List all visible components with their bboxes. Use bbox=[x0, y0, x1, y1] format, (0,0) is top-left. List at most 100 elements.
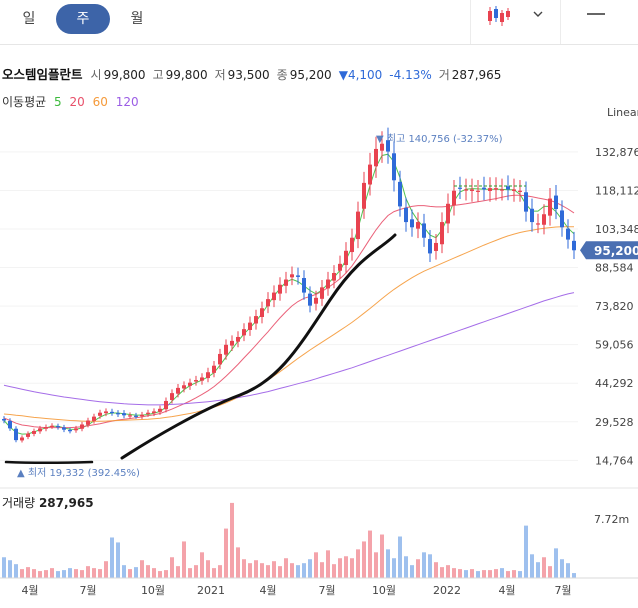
volume-bar bbox=[56, 571, 60, 578]
minus-icon[interactable] bbox=[586, 6, 606, 22]
high-annotation: ▼ 최고 140,756 (-32.37%) bbox=[376, 133, 503, 145]
candlestick-icon[interactable] bbox=[486, 4, 514, 28]
candle-body bbox=[110, 411, 114, 414]
ma-120-legend[interactable]: 120 bbox=[115, 95, 139, 109]
candle-body bbox=[440, 222, 444, 245]
volume-bar bbox=[446, 565, 450, 578]
candle-body bbox=[206, 372, 210, 379]
volume-bar bbox=[326, 550, 330, 578]
volume-bar bbox=[80, 570, 84, 578]
y-tick-label: 88,584 bbox=[595, 262, 634, 275]
candle-body bbox=[266, 299, 270, 307]
candle-body bbox=[230, 340, 234, 346]
moving-average-legend: 이동평균 5 20 60 120 bbox=[2, 93, 143, 110]
tab-day[interactable]: 일 bbox=[22, 11, 36, 27]
candle-body bbox=[530, 208, 534, 223]
high-label: 고 bbox=[152, 68, 164, 82]
x-tick-label: 4월 bbox=[498, 584, 515, 597]
volume-bar bbox=[62, 570, 66, 578]
candle-body bbox=[542, 214, 546, 225]
volume-bar bbox=[398, 536, 402, 578]
candle-body bbox=[146, 412, 150, 414]
candle-body bbox=[512, 189, 516, 191]
x-tick-label: 4월 bbox=[21, 584, 38, 597]
tab-month[interactable]: 월 bbox=[130, 11, 144, 27]
candle-body bbox=[44, 427, 48, 429]
volume-bar bbox=[14, 564, 18, 578]
volume-bar bbox=[392, 558, 396, 578]
volume-bar bbox=[542, 557, 546, 578]
volume-bar bbox=[362, 541, 366, 578]
x-tick-label: 2022 bbox=[433, 584, 461, 597]
candle-body bbox=[272, 292, 276, 301]
volume-bar bbox=[116, 542, 120, 578]
candle-body bbox=[434, 242, 438, 251]
candle-body bbox=[500, 189, 504, 191]
x-tick-label: 10월 bbox=[141, 584, 165, 597]
candle-body bbox=[224, 344, 228, 355]
ma-20-legend[interactable]: 20 bbox=[69, 95, 85, 109]
change-value: 4,100 bbox=[347, 68, 383, 82]
volume-bar bbox=[494, 569, 498, 578]
drawn-trend-curve bbox=[120, 233, 397, 460]
volume-bar bbox=[32, 569, 36, 578]
y-tick-label: 44,292 bbox=[595, 377, 634, 390]
ma-60-line bbox=[3, 226, 574, 422]
chevron-down-icon[interactable] bbox=[530, 6, 546, 22]
volume-bar bbox=[572, 573, 576, 578]
candle-body bbox=[560, 210, 564, 228]
volume-bar bbox=[146, 565, 150, 578]
volume-bar bbox=[236, 547, 240, 578]
candle-body bbox=[344, 250, 348, 266]
volume-bar bbox=[158, 571, 162, 578]
candle-body bbox=[32, 430, 36, 434]
candle-body bbox=[248, 322, 252, 330]
candle-body bbox=[140, 414, 144, 417]
volume-bar bbox=[26, 567, 30, 578]
stock-name: 오스템임플란트 bbox=[2, 67, 83, 82]
volume-bar bbox=[272, 561, 276, 578]
ma-60-legend[interactable]: 60 bbox=[92, 95, 108, 109]
tab-week[interactable]: 주 bbox=[56, 4, 110, 34]
candle-body bbox=[92, 416, 96, 421]
volume-bar bbox=[218, 565, 222, 578]
candle-body bbox=[518, 190, 522, 192]
volume-bar bbox=[302, 563, 306, 578]
volume-bar bbox=[212, 568, 216, 578]
candle-body bbox=[236, 336, 240, 342]
ma-legend-label: 이동평균 bbox=[2, 95, 47, 109]
candle-body bbox=[176, 387, 180, 394]
volume-bar bbox=[104, 561, 108, 578]
candle-body bbox=[122, 413, 126, 416]
candle-body bbox=[356, 211, 360, 240]
volume-bar bbox=[320, 562, 324, 578]
scale-mode-toggle[interactable]: Linear bbox=[607, 106, 638, 119]
volume-bar bbox=[128, 569, 132, 578]
x-tick-label: 2021 bbox=[197, 584, 225, 597]
ma-120-line bbox=[3, 292, 575, 406]
ma-5-line bbox=[3, 153, 575, 435]
close-value: 95,200 bbox=[289, 68, 332, 82]
drawn-underline bbox=[4, 460, 94, 464]
candle-body bbox=[86, 420, 90, 425]
volume-value: 287,965 bbox=[451, 68, 502, 82]
volume-bar bbox=[428, 554, 432, 578]
volume-bar bbox=[518, 571, 522, 578]
candle-body bbox=[68, 430, 72, 432]
period-toolbar: 일 주 월 bbox=[0, 0, 638, 45]
volume-panel-value: 287,965 bbox=[38, 496, 94, 510]
ma-5-legend[interactable]: 5 bbox=[54, 95, 62, 109]
candle-body bbox=[566, 228, 570, 240]
candle-body bbox=[296, 275, 300, 277]
volume-bar bbox=[110, 537, 114, 578]
volume-bar bbox=[224, 528, 228, 578]
candle-body bbox=[74, 428, 78, 431]
candle-body bbox=[422, 223, 426, 238]
candle-body bbox=[38, 428, 42, 432]
candle-body bbox=[410, 219, 414, 228]
volume-panel-label: 거래량 287,965 bbox=[2, 494, 94, 511]
candle-body bbox=[2, 418, 6, 421]
x-tick-label: 4월 bbox=[259, 584, 276, 597]
volume-bar bbox=[86, 566, 90, 578]
